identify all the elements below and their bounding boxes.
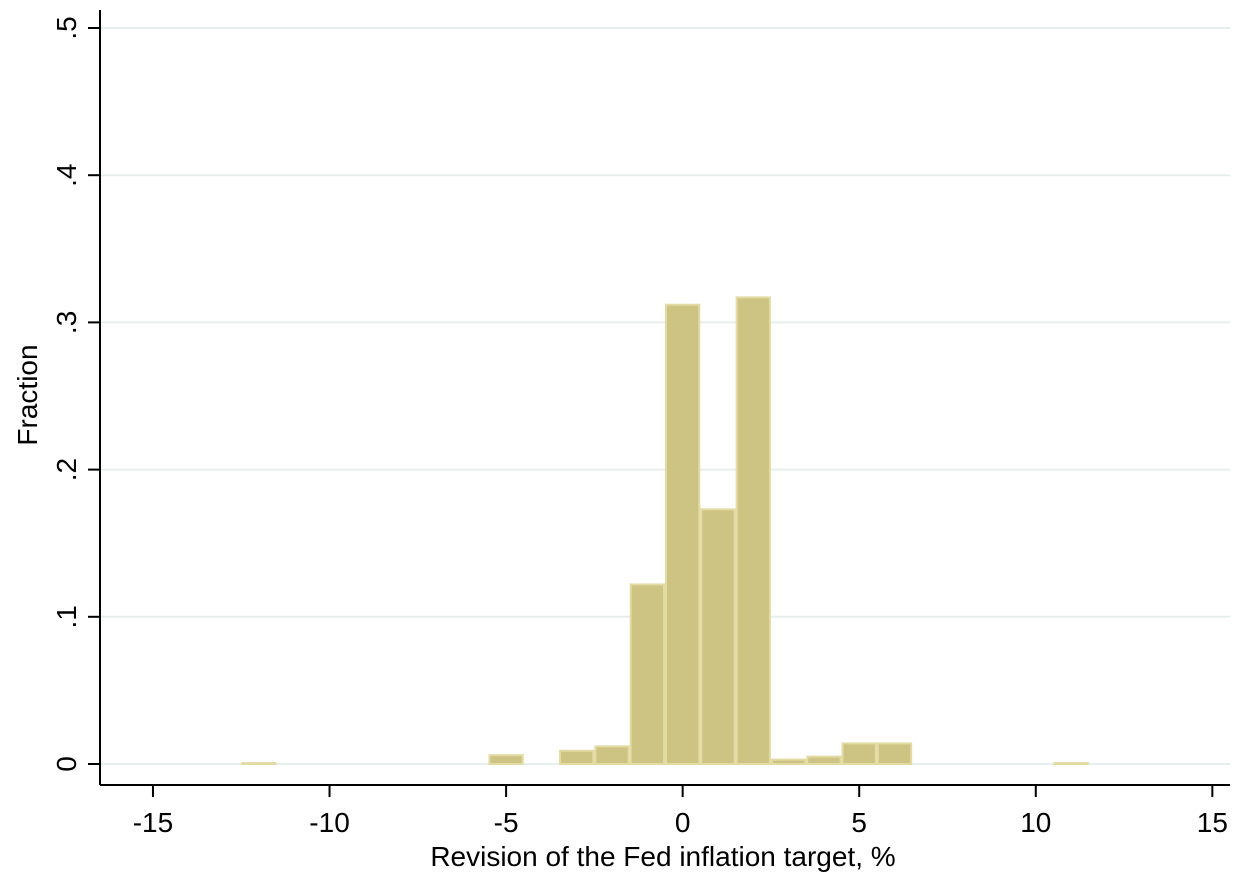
x-tick-label-3: 0 <box>675 807 691 838</box>
histogram-bar-1 <box>488 754 524 766</box>
x-tick-label-2: -5 <box>494 807 519 838</box>
x-tick-label-4: 5 <box>851 807 867 838</box>
y-tick-label-2: .2 <box>51 458 82 481</box>
histogram-bar-10 <box>841 742 877 766</box>
histogram-bar-3 <box>594 745 630 765</box>
y-tick-label-3: .3 <box>51 311 82 334</box>
histogram-bar-7 <box>735 296 771 765</box>
x-tick-label-0: -15 <box>133 807 173 838</box>
histogram-bar-9 <box>806 755 842 766</box>
histogram-bar-5 <box>665 303 701 765</box>
y-tick-label-0: 0 <box>51 756 82 772</box>
histogram-bar-12 <box>1053 762 1089 765</box>
histogram-bars <box>241 296 1089 766</box>
x-tick-label-6: 15 <box>1197 807 1228 838</box>
x-tick-label-5: 10 <box>1020 807 1051 838</box>
histogram-bar-11 <box>876 742 913 766</box>
tick-labels: 0 .1 .2 .3 .4 .5 -15 -10 -5 0 5 10 15 <box>51 16 1228 838</box>
histogram-bar-8 <box>770 758 807 765</box>
x-tick-label-1: -10 <box>309 807 349 838</box>
histogram-bar-2 <box>559 749 595 766</box>
x-axis-label: Revision of the Fed inflation target, % <box>430 841 895 872</box>
y-axis-label: Fraction <box>12 344 43 445</box>
histogram-bar-4 <box>629 583 665 766</box>
y-tick-label-1: .1 <box>51 605 82 628</box>
y-tick-label-5: .5 <box>51 16 82 39</box>
histogram-bar-6 <box>700 508 736 765</box>
y-tick-label-4: .4 <box>51 164 82 187</box>
axes <box>88 10 1230 797</box>
histogram-bar-0 <box>241 762 277 765</box>
